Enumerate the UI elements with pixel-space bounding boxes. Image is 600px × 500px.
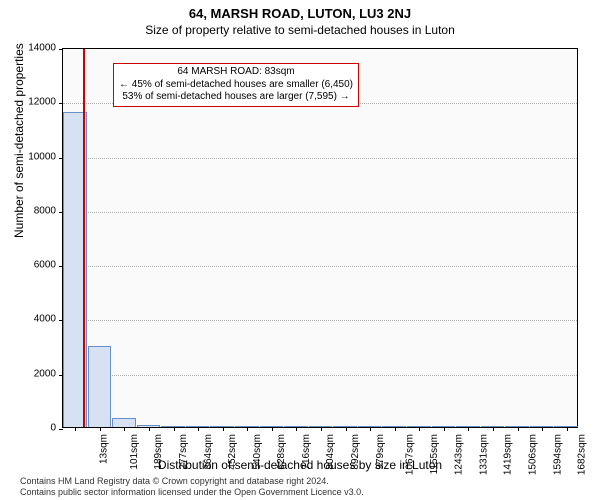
x-tick-label: 1331sqm [478,434,489,475]
y-tick-label: 2000 [16,368,56,379]
x-tick-label: 628sqm [276,434,287,470]
histogram-bar [88,346,112,427]
x-tick-label: 716sqm [301,434,312,470]
address-title: 64, MARSH ROAD, LUTON, LU3 2NJ [0,0,600,21]
x-tick-label: 1067sqm [405,434,416,475]
y-tick-label: 8000 [16,205,56,216]
x-tick-label: 101sqm [129,434,140,470]
y-tick-label: 14000 [16,43,56,54]
subtitle: Size of property relative to semi-detach… [0,21,600,37]
footnote: Contains HM Land Registry data © Crown c… [20,476,364,498]
y-tick-label: 10000 [16,151,56,162]
chart-area: 64 MARSH ROAD: 83sqm ← 45% of semi-detach… [62,48,578,428]
footnote-line2: Contains public sector information licen… [20,487,364,497]
x-tick-label: 804sqm [326,434,337,470]
x-tick-label: 364sqm [203,434,214,470]
x-tick-label: 1506sqm [528,434,539,475]
x-tick-label: 189sqm [154,434,165,470]
x-tick-label: 892sqm [350,434,361,470]
x-tick-label: 1594sqm [552,434,563,475]
x-tick-label: 13sqm [99,434,110,464]
x-tick-label: 979sqm [375,434,386,470]
figure: 64, MARSH ROAD, LUTON, LU3 2NJ Size of p… [0,0,600,500]
x-tick-label: 1243sqm [454,434,465,475]
x-tick-label: 1682sqm [577,434,588,475]
property-marker-line [83,49,85,427]
annotation-box: 64 MARSH ROAD: 83sqm ← 45% of semi-detach… [113,63,359,107]
footnote-line1: Contains HM Land Registry data © Crown c… [20,476,329,486]
x-tick-label: 540sqm [252,434,263,470]
x-tick-label: 277sqm [178,434,189,470]
anno-line2: ← 45% of semi-detached houses are smalle… [119,79,353,90]
x-tick-label: 1155sqm [429,434,440,474]
y-tick-label: 6000 [16,260,56,271]
x-tick-label: 1419sqm [503,434,514,475]
y-tick-label: 0 [16,423,56,434]
y-tick-label: 12000 [16,97,56,108]
anno-line1: 64 MARSH ROAD: 83sqm [177,66,294,77]
plot-region: 64 MARSH ROAD: 83sqm ← 45% of semi-detach… [62,48,578,428]
anno-line3: 53% of semi-detached houses are larger (… [122,91,349,102]
y-tick-label: 4000 [16,314,56,325]
x-tick-label: 452sqm [227,434,238,470]
histogram-bar [112,418,136,428]
